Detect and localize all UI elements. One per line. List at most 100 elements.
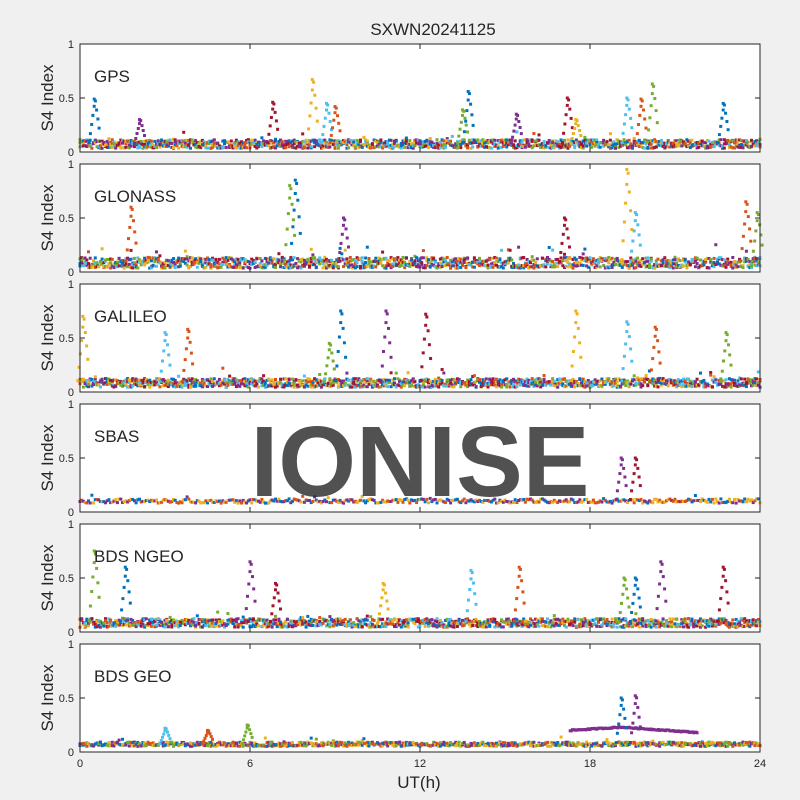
data-point xyxy=(642,261,646,264)
spike-point xyxy=(654,327,658,331)
data-point xyxy=(226,265,230,269)
data-point xyxy=(132,381,136,385)
data-point xyxy=(382,378,386,382)
data-point xyxy=(268,146,272,150)
data-point xyxy=(285,380,289,384)
data-point xyxy=(200,263,204,267)
data-point xyxy=(753,256,757,260)
data-point xyxy=(357,619,361,623)
data-point xyxy=(398,258,402,262)
spike-peak xyxy=(633,211,637,215)
data-point xyxy=(665,259,668,263)
spike-peak xyxy=(163,331,167,335)
data-point xyxy=(270,378,274,382)
data-point xyxy=(297,499,301,503)
data-point xyxy=(695,262,699,265)
data-point xyxy=(110,384,114,388)
data-point xyxy=(353,262,357,265)
data-point xyxy=(80,379,84,383)
data-point xyxy=(335,142,339,146)
data-point xyxy=(665,382,668,386)
data-point xyxy=(195,259,199,263)
data-point xyxy=(185,495,189,499)
data-point xyxy=(734,264,738,268)
data-point xyxy=(687,263,691,267)
data-point xyxy=(156,501,160,505)
data-point xyxy=(753,263,757,267)
data-point xyxy=(515,385,519,389)
spike-point xyxy=(313,93,317,97)
data-point xyxy=(105,265,109,269)
data-point xyxy=(311,499,315,503)
y-tick-label: 1 xyxy=(68,159,74,171)
data-point xyxy=(369,497,373,501)
data-point xyxy=(221,623,225,627)
data-point xyxy=(486,139,490,142)
data-point xyxy=(622,378,626,382)
data-point xyxy=(646,264,650,268)
data-point xyxy=(399,258,403,262)
data-point xyxy=(282,146,286,150)
plot-area xyxy=(80,404,760,512)
data-point xyxy=(464,381,468,384)
data-point xyxy=(330,139,334,143)
data-point xyxy=(217,381,221,385)
data-point xyxy=(80,256,84,260)
data-point xyxy=(211,258,215,262)
figure-title: SXWN20241125 xyxy=(370,20,495,39)
spike-point xyxy=(725,120,729,123)
spike-point xyxy=(650,92,654,96)
data-point xyxy=(104,619,107,623)
data-point xyxy=(248,382,252,386)
spike-point xyxy=(272,102,276,106)
data-point xyxy=(472,374,476,378)
data-point xyxy=(105,621,109,624)
data-point xyxy=(659,141,663,145)
data-point xyxy=(391,498,395,502)
data-point xyxy=(546,500,549,504)
data-point xyxy=(372,498,376,502)
data-point xyxy=(665,142,668,146)
data-point xyxy=(277,619,281,622)
data-point xyxy=(347,620,351,624)
data-point xyxy=(744,139,748,142)
data-point xyxy=(197,261,201,265)
spike-point xyxy=(625,103,629,107)
data-point xyxy=(258,377,262,381)
data-point xyxy=(532,266,536,270)
spike-point xyxy=(134,137,138,140)
spike-point xyxy=(269,116,273,119)
data-point xyxy=(432,384,436,388)
data-point xyxy=(654,497,658,501)
data-point xyxy=(563,138,566,142)
data-point xyxy=(214,141,218,145)
data-point xyxy=(206,378,209,382)
data-point xyxy=(673,143,677,147)
data-point xyxy=(700,140,704,144)
data-point xyxy=(192,500,196,504)
data-point xyxy=(318,383,322,387)
data-point xyxy=(347,378,351,382)
data-point xyxy=(226,612,230,615)
spike-point xyxy=(652,345,656,349)
data-point xyxy=(704,144,708,148)
data-point xyxy=(202,379,206,383)
data-point xyxy=(493,497,497,501)
data-point xyxy=(192,259,196,263)
data-point xyxy=(318,256,322,260)
data-point xyxy=(146,381,150,385)
data-point xyxy=(183,139,187,143)
data-point xyxy=(105,499,109,503)
data-point xyxy=(530,377,534,381)
data-point xyxy=(308,264,311,268)
spike-point xyxy=(330,128,333,132)
data-point xyxy=(653,146,657,149)
data-point xyxy=(240,382,243,386)
data-point xyxy=(319,258,323,262)
data-point xyxy=(360,384,364,388)
data-point xyxy=(109,382,113,386)
data-point xyxy=(199,382,203,386)
data-point xyxy=(620,262,624,266)
data-point xyxy=(676,378,680,382)
data-point xyxy=(141,261,145,265)
